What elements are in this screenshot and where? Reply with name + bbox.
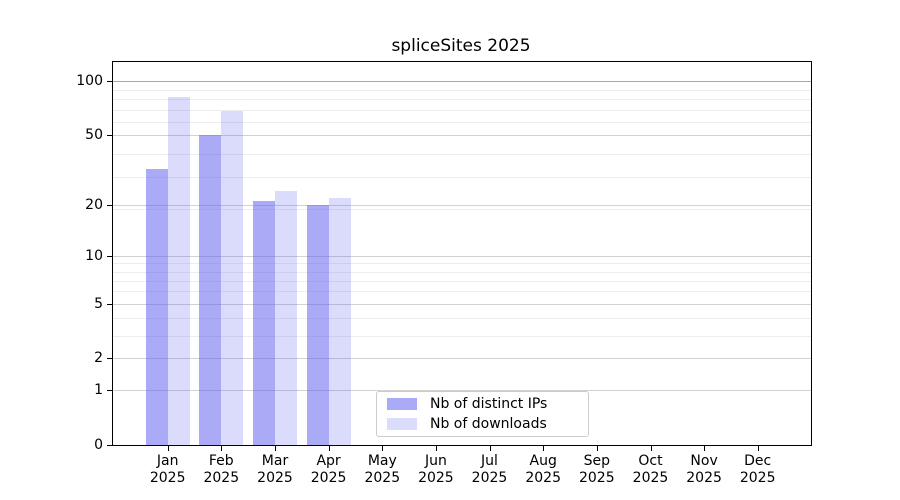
- minor-gridline: [113, 280, 811, 282]
- x-tick-year: 2025: [257, 470, 293, 486]
- bar-feb-downloads: [221, 110, 244, 445]
- x-tick-mark-nov: [704, 446, 706, 451]
- legend-label-downloads: Nb of downloads: [430, 416, 547, 432]
- y-tick-mark-0: [107, 445, 112, 446]
- minor-gridline: [113, 176, 811, 178]
- minor-gridline: [113, 263, 811, 265]
- y-tick-label-1: 1: [94, 382, 103, 399]
- x-tick-label-mar: Mar 2025: [245, 453, 305, 487]
- x-tick-label-may: May 2025: [352, 453, 412, 487]
- bar-mar-downloads: [275, 190, 297, 445]
- x-tick-mark-sep: [596, 446, 598, 451]
- major-gridline-50: [113, 134, 811, 136]
- minor-gridline: [113, 335, 811, 337]
- y-tick-label-0: 0: [94, 437, 103, 453]
- y-tick-mark-5: [107, 303, 112, 305]
- y-tick-mark-1: [107, 390, 112, 392]
- bar-mar-ips: [253, 201, 275, 445]
- y-tick-mark-20: [107, 204, 112, 206]
- minor-gridline: [113, 291, 811, 293]
- minor-gridline: [113, 271, 811, 273]
- legend-swatch-downloads: [387, 418, 417, 430]
- x-tick-label-jun: Jun 2025: [406, 453, 466, 487]
- x-tick-mark-apr: [328, 446, 330, 451]
- bar-apr-ips: [306, 204, 329, 445]
- major-gridline-20: [113, 204, 811, 206]
- bar-jan-downloads: [167, 97, 190, 445]
- x-tick-mark-aug: [543, 446, 545, 451]
- legend-swatch-distinct-ips: [387, 398, 417, 410]
- legend: Nb of distinct IPs Nb of downloads: [376, 391, 589, 437]
- x-tick-year: 2025: [471, 470, 508, 486]
- y-tick-label-2: 2: [94, 350, 103, 367]
- x-tick-mark-jan: [167, 446, 169, 451]
- minor-gridline: [113, 208, 811, 210]
- x-tick-mark-mar: [275, 446, 276, 451]
- x-tick-year: 2025: [149, 470, 186, 486]
- legend-item-distinct-ips: Nb of distinct IPs: [377, 396, 588, 412]
- x-tick-label-sep: Sep 2025: [567, 453, 627, 487]
- major-gridline-1: [113, 390, 811, 392]
- major-gridline-10: [113, 255, 811, 257]
- x-tick-mark-feb: [221, 446, 223, 451]
- x-tick-year: 2025: [578, 470, 615, 486]
- y-tick-label-100: 100: [76, 72, 103, 89]
- major-gridline-100: [113, 80, 811, 82]
- x-tick-label-feb: Feb 2025: [191, 453, 251, 487]
- minor-gridline: [113, 109, 811, 111]
- x-tick-year: 2025: [364, 470, 401, 486]
- bar-apr-downloads: [328, 197, 351, 445]
- x-tick-year: 2025: [310, 470, 347, 486]
- minor-gridline: [113, 121, 811, 123]
- x-tick-mark-jul: [489, 446, 491, 451]
- major-gridline-5: [113, 303, 811, 305]
- x-tick-label-aug: Aug 2025: [513, 453, 573, 487]
- x-tick-year: 2025: [686, 470, 722, 486]
- x-tick-label-apr: Apr 2025: [299, 453, 359, 487]
- chart-title: spliceSites 2025: [391, 36, 531, 56]
- minor-gridline: [113, 318, 811, 319]
- x-tick-year: 2025: [418, 470, 454, 486]
- x-tick-mark-dec: [757, 446, 759, 451]
- x-tick-label-nov: Nov 2025: [674, 453, 734, 487]
- y-tick-label-50: 50: [85, 126, 103, 143]
- x-tick-label-dec: Dec 2025: [728, 453, 788, 487]
- bar-jan-ips: [145, 169, 168, 445]
- plot-area: [112, 61, 812, 446]
- x-tick-label-jul: Jul 2025: [460, 453, 520, 487]
- x-tick-year: 2025: [632, 470, 669, 486]
- minor-gridline: [113, 153, 811, 155]
- x-tick-year: 2025: [739, 470, 776, 486]
- bar-feb-ips: [199, 134, 222, 445]
- minor-gridline: [113, 99, 811, 101]
- x-tick-label-oct: Oct 2025: [621, 453, 681, 487]
- x-tick-mark-may: [382, 446, 384, 451]
- major-gridline-2: [113, 358, 811, 360]
- y-tick-label-5: 5: [94, 295, 103, 312]
- minor-gridline: [113, 89, 811, 91]
- y-tick-label-10: 10: [85, 247, 103, 264]
- legend-label-distinct-ips: Nb of distinct IPs: [430, 396, 548, 412]
- x-tick-label-jan: Jan 2025: [138, 453, 198, 487]
- x-tick-year: 2025: [203, 470, 240, 486]
- y-tick-label-20: 20: [85, 196, 103, 213]
- y-tick-mark-2: [107, 358, 112, 360]
- legend-item-downloads: Nb of downloads: [377, 416, 588, 432]
- y-tick-mark-100: [107, 80, 112, 82]
- y-tick-mark-10: [107, 255, 112, 257]
- x-tick-mark-jun: [435, 446, 437, 451]
- x-tick-mark-oct: [650, 446, 652, 451]
- y-tick-mark-50: [107, 134, 112, 136]
- x-tick-year: 2025: [525, 470, 561, 486]
